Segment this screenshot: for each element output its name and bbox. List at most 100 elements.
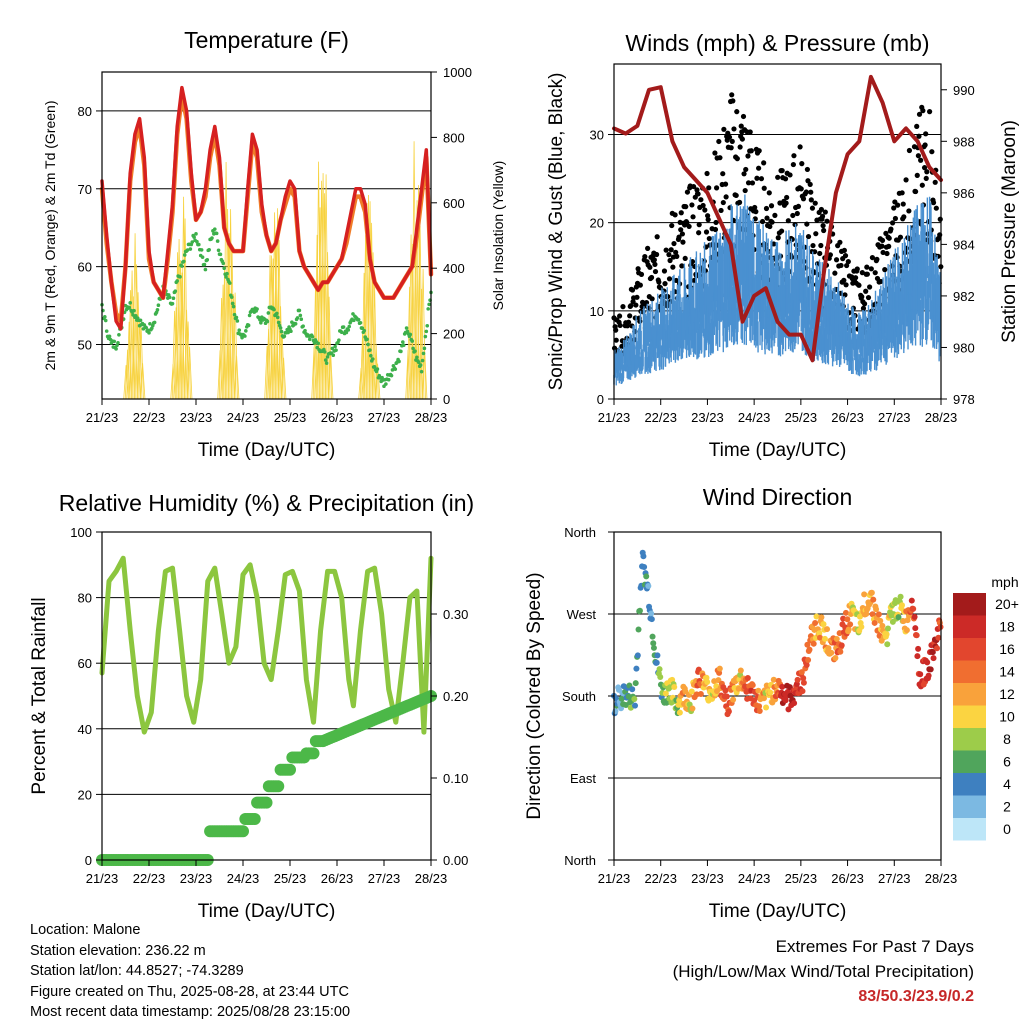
gust-point — [916, 111, 923, 117]
dewpoint-point — [279, 329, 284, 334]
gust-point — [713, 219, 719, 226]
gust-point — [756, 165, 762, 171]
colorbar-label: 2 — [1003, 799, 1011, 815]
gust-point — [821, 227, 827, 234]
dewpoint-point — [200, 255, 205, 259]
insolation-spike — [230, 294, 237, 400]
y-tick-label: 0 — [85, 853, 92, 868]
direction-point — [654, 652, 661, 659]
dewpoint-point — [365, 337, 369, 342]
gust-point — [878, 278, 884, 285]
gust-point — [748, 148, 754, 154]
dewpoint-point — [323, 358, 328, 362]
gust-point — [785, 218, 791, 224]
dewpoint-point — [240, 335, 244, 340]
gust-point — [654, 251, 660, 258]
y-tick-label: 20 — [590, 216, 604, 231]
dewpoint-point — [117, 333, 121, 337]
direction-point — [635, 626, 642, 633]
x-tick-label: 25/23 — [274, 410, 307, 425]
direction-point — [791, 700, 798, 707]
dewpoint-point — [423, 334, 428, 339]
insolation-spike — [274, 208, 281, 400]
direction-point — [810, 640, 817, 647]
gust-point — [808, 197, 814, 203]
direction-point — [912, 625, 919, 632]
dewpoint-point — [416, 360, 421, 365]
gust-point — [637, 282, 643, 288]
direction-point — [656, 666, 663, 673]
dewpoint-point — [178, 275, 182, 279]
x-tick-label: 27/23 — [368, 871, 401, 886]
direction-point — [828, 649, 835, 656]
dewpoint-point — [156, 303, 161, 307]
dewpoint-point — [114, 347, 118, 351]
precip-series — [96, 690, 437, 866]
direction-point — [697, 690, 704, 697]
dewpoint-point — [360, 326, 365, 330]
gust-point — [672, 212, 678, 218]
gust-point — [784, 194, 790, 201]
dewpoint-point — [399, 349, 403, 354]
colorbar-swatch — [953, 773, 986, 796]
gust-point — [918, 157, 924, 163]
dewpoint-point — [421, 351, 426, 356]
gust-point — [822, 209, 828, 215]
dewpoint-point — [215, 239, 220, 243]
colorbar-swatch — [953, 728, 986, 751]
gust-point — [740, 113, 747, 120]
gust-point — [841, 277, 847, 283]
gust-point — [923, 175, 929, 182]
direction-point — [868, 589, 875, 596]
direction-point — [634, 652, 641, 659]
direction-point — [825, 645, 832, 652]
dewpoint-point — [170, 301, 175, 306]
gust-point — [726, 134, 733, 140]
gust-point — [874, 256, 880, 262]
colorbar: mph 20+ 18 16 14 12 10 8 6 4 2 0 — [953, 574, 1019, 841]
gust-point — [906, 208, 912, 214]
gust-point — [818, 206, 825, 213]
direction-point — [763, 704, 770, 711]
y2-tick-label: 982 — [953, 289, 975, 304]
gust-point — [684, 189, 691, 195]
gust-point — [805, 233, 812, 240]
direction-point — [657, 673, 664, 680]
direction-point — [779, 683, 786, 690]
colorbar-swatch — [953, 705, 986, 728]
gust-point — [736, 199, 743, 205]
gust-point — [795, 203, 802, 210]
y-tick-label: 80 — [78, 104, 92, 119]
direction-point — [650, 640, 657, 647]
dewpoint-point — [192, 235, 196, 239]
dewpoint-point — [255, 307, 259, 311]
dewpoint-point — [222, 266, 226, 271]
dewpoint-point — [147, 331, 151, 335]
x-tick-label: 23/23 — [180, 410, 213, 425]
direction-point — [722, 687, 729, 694]
gust-point — [696, 230, 702, 236]
gust-point — [666, 252, 672, 258]
gust-point — [670, 264, 676, 270]
direction-point — [770, 676, 777, 683]
direction-point — [676, 709, 683, 716]
gust-point — [743, 166, 749, 173]
gust-point — [817, 250, 823, 257]
gust-point — [682, 255, 688, 262]
gust-point — [676, 234, 682, 240]
gust-point — [790, 161, 796, 168]
direction-point — [816, 630, 823, 637]
gust-point — [663, 247, 669, 253]
direction-point — [767, 689, 774, 696]
dewpoint-point — [116, 340, 120, 345]
y-tick-label: 0 — [597, 392, 604, 407]
gust-point — [625, 319, 632, 325]
gust-point — [920, 108, 926, 114]
insolation-spike — [361, 272, 367, 400]
gust-point — [930, 200, 937, 206]
direction-point — [875, 611, 882, 618]
direction-point — [917, 671, 924, 678]
dewpoint-point — [276, 320, 281, 325]
dewpoint-point — [185, 248, 190, 252]
chart-title: Relative Humidity (%) & Precipitation (i… — [59, 490, 474, 516]
